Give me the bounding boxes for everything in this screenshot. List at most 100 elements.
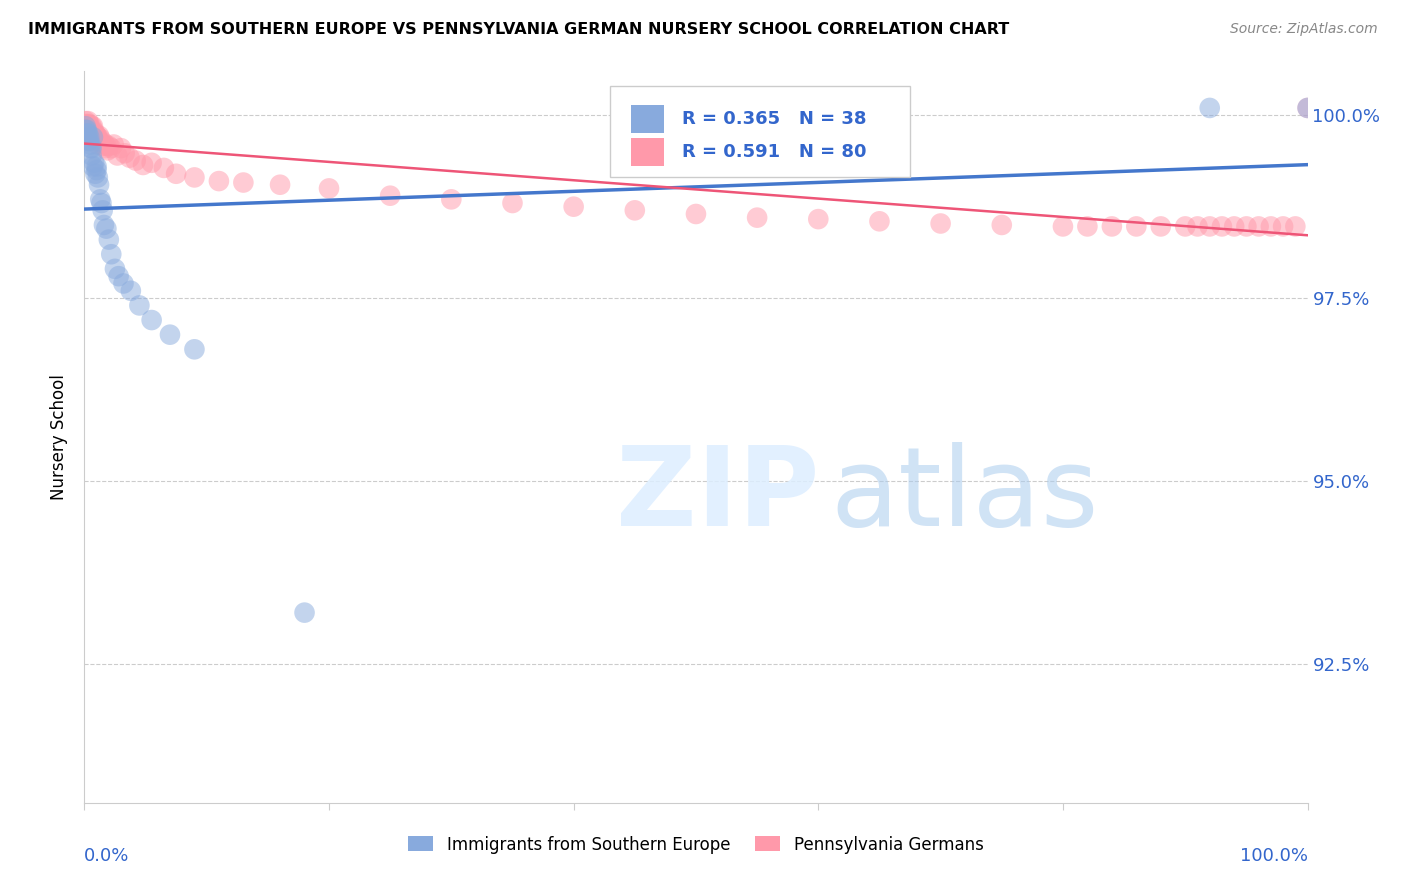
Point: [1076, 219, 1098, 234]
Point: [107, 269, 129, 284]
Point: [82, 127, 104, 141]
Text: Source: ZipAtlas.com: Source: ZipAtlas.com: [1230, 22, 1378, 37]
Point: [1101, 219, 1123, 234]
FancyBboxPatch shape: [610, 86, 910, 178]
Point: [87, 170, 110, 185]
Point: [929, 217, 952, 231]
Text: IMMIGRANTS FROM SOUTHERN EUROPE VS PENNSYLVANIA GERMAN NURSERY SCHOOL CORRELATIO: IMMIGRANTS FROM SOUTHERN EUROPE VS PENNS…: [28, 22, 1010, 37]
Point: [82, 130, 104, 145]
Point: [89, 131, 111, 145]
Point: [80, 130, 103, 145]
Point: [104, 261, 127, 276]
Text: 0.0%: 0.0%: [84, 847, 129, 864]
Point: [103, 137, 125, 152]
Point: [97, 139, 120, 153]
Legend: Immigrants from Southern Europe, Pennsylvania Germans: Immigrants from Southern Europe, Pennsyl…: [402, 829, 990, 860]
Point: [77, 120, 100, 134]
Point: [93, 218, 115, 232]
Point: [294, 606, 316, 620]
Point: [80, 124, 103, 138]
Point: [94, 141, 117, 155]
Text: R = 0.591   N = 80: R = 0.591 N = 80: [682, 143, 866, 161]
Point: [90, 136, 112, 150]
Point: [84, 131, 107, 145]
Point: [1223, 219, 1246, 234]
Point: [76, 117, 98, 131]
Point: [1150, 219, 1173, 234]
Point: [91, 203, 114, 218]
Point: [80, 120, 103, 134]
Point: [1284, 219, 1306, 234]
Point: [100, 247, 122, 261]
Point: [96, 139, 118, 153]
Point: [77, 134, 100, 148]
Point: [96, 221, 118, 235]
Point: [1211, 219, 1233, 234]
Point: [86, 128, 108, 143]
Point: [82, 130, 104, 145]
Point: [82, 120, 104, 134]
Point: [685, 207, 707, 221]
Point: [562, 200, 585, 214]
Point: [76, 123, 98, 137]
Point: [159, 327, 181, 342]
Point: [75, 120, 97, 134]
Point: [1187, 219, 1209, 234]
Y-axis label: Nursery School: Nursery School: [51, 374, 69, 500]
Point: [76, 120, 98, 134]
Point: [318, 181, 340, 195]
Point: [83, 124, 105, 138]
Text: ZIP: ZIP: [616, 442, 820, 549]
Point: [807, 212, 830, 227]
Point: [141, 156, 163, 170]
Point: [93, 136, 115, 150]
Point: [114, 146, 136, 161]
Point: [97, 233, 120, 247]
Point: [83, 128, 105, 143]
Point: [83, 156, 105, 170]
Point: [1198, 219, 1220, 234]
Point: [125, 153, 148, 168]
Point: [84, 167, 107, 181]
Point: [86, 160, 108, 174]
Point: [502, 196, 524, 211]
Point: [77, 120, 100, 134]
Point: [87, 178, 110, 192]
Point: [77, 127, 100, 141]
Point: [1247, 219, 1270, 234]
Point: [1198, 101, 1220, 115]
Point: [75, 114, 97, 128]
Point: [1174, 219, 1197, 234]
Point: [380, 188, 402, 202]
Point: [89, 193, 111, 207]
Point: [76, 124, 98, 138]
Point: [1125, 219, 1147, 234]
Point: [1272, 219, 1295, 234]
Point: [77, 134, 100, 148]
Point: [87, 130, 110, 145]
Point: [128, 298, 150, 312]
Point: [1236, 219, 1258, 234]
Point: [87, 134, 110, 148]
Point: [75, 123, 97, 137]
Point: [232, 176, 254, 190]
Point: [87, 128, 110, 143]
Text: R = 0.365   N = 38: R = 0.365 N = 38: [682, 110, 866, 128]
Point: [76, 127, 98, 141]
Text: atlas: atlas: [831, 442, 1099, 549]
Bar: [631, 138, 664, 166]
Point: [153, 161, 176, 175]
Point: [79, 137, 101, 152]
Point: [77, 130, 100, 145]
Point: [869, 214, 891, 228]
Point: [97, 144, 120, 158]
Point: [86, 134, 108, 148]
Point: [165, 167, 187, 181]
Point: [110, 141, 132, 155]
Point: [75, 117, 97, 131]
Point: [79, 123, 101, 137]
Point: [183, 343, 205, 357]
Point: [77, 114, 100, 128]
Point: [141, 313, 163, 327]
Point: [79, 141, 101, 155]
